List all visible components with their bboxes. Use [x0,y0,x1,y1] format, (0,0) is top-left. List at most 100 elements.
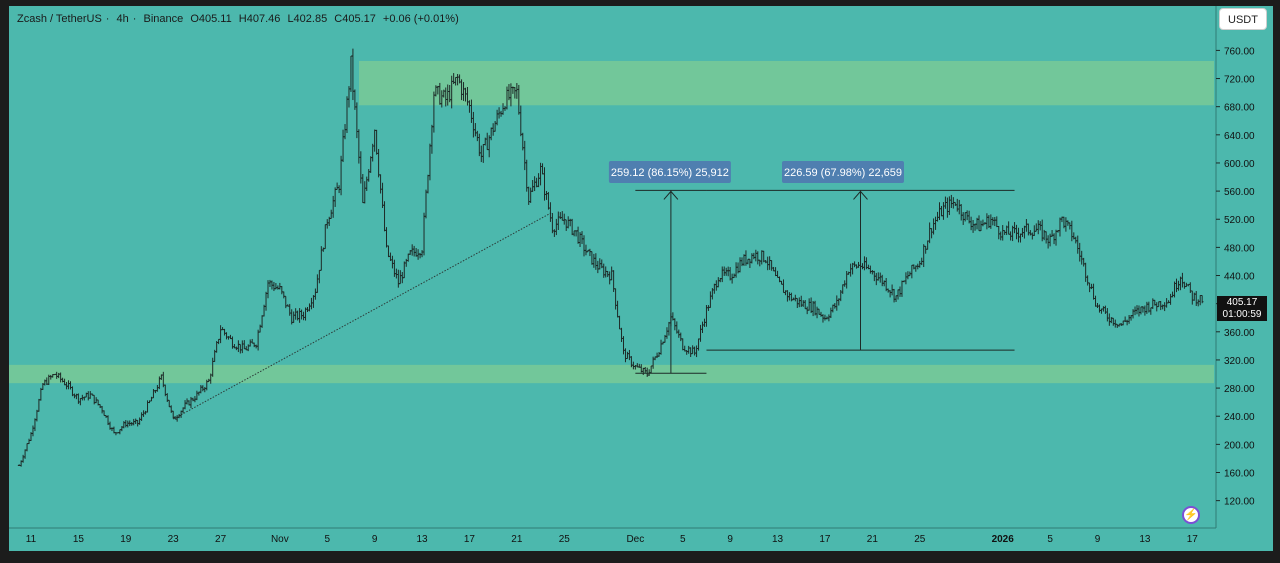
candle[interactable] [896,289,900,300]
candle[interactable] [726,266,730,277]
candle[interactable] [748,258,752,269]
candle[interactable] [851,262,854,275]
candle[interactable] [876,272,880,281]
candle[interactable] [183,400,187,410]
candle[interactable] [1181,272,1184,288]
candle[interactable] [1025,218,1028,232]
candle[interactable] [27,438,31,445]
candle[interactable] [594,253,598,270]
candle[interactable] [31,425,35,437]
candle[interactable] [274,283,278,290]
candle[interactable] [1078,242,1082,262]
candle[interactable] [365,176,369,191]
candle[interactable] [677,329,681,338]
candle[interactable] [1171,291,1174,298]
candle[interactable] [875,272,878,286]
candle[interactable] [549,202,552,222]
candle[interactable] [801,300,805,307]
candle[interactable] [871,270,874,275]
candle[interactable] [381,182,384,208]
candle[interactable] [880,274,884,287]
candle[interactable] [1084,262,1087,282]
zone-1[interactable] [9,364,1214,384]
candle[interactable] [1198,295,1202,306]
candle[interactable] [1001,225,1004,241]
candle[interactable] [316,274,319,293]
candle[interactable] [134,418,137,424]
candle[interactable] [687,345,690,354]
candle[interactable] [918,260,922,268]
candle[interactable] [655,352,659,359]
candle[interactable] [491,123,495,136]
candle[interactable] [963,212,967,222]
lightning-icon[interactable]: ⚡ [1182,506,1200,524]
candle[interactable] [363,181,367,204]
candle[interactable] [503,106,507,111]
candle[interactable] [819,311,823,317]
candle[interactable] [608,271,611,285]
candle[interactable] [288,303,292,316]
candle[interactable] [746,258,750,265]
candle[interactable] [306,306,309,313]
candle[interactable] [268,279,272,288]
candle[interactable] [835,295,839,311]
candle[interactable] [264,291,268,311]
candle[interactable] [628,349,631,361]
candle[interactable] [955,198,959,212]
candle[interactable] [701,321,704,334]
candle[interactable] [1023,225,1026,239]
candle[interactable] [387,245,390,258]
candle[interactable] [572,230,576,237]
candle[interactable] [954,201,957,206]
candle[interactable] [495,109,499,126]
candle[interactable] [566,216,570,229]
candle[interactable] [969,216,973,231]
candle[interactable] [399,270,402,285]
candle[interactable] [169,405,173,413]
candle[interactable] [1007,221,1010,235]
candle[interactable] [977,215,981,232]
candle[interactable] [1096,302,1099,309]
candle[interactable] [553,229,556,237]
candle[interactable] [1175,278,1178,293]
candle[interactable] [681,338,685,351]
candle[interactable] [217,338,220,345]
candle[interactable] [961,212,965,225]
candle[interactable] [717,277,720,288]
candle[interactable] [140,412,143,421]
candle[interactable] [541,163,544,175]
candle[interactable] [610,266,613,281]
candle[interactable] [689,347,692,357]
candle[interactable] [829,307,833,319]
candle[interactable] [788,292,791,301]
candle[interactable] [574,230,578,237]
candle[interactable] [705,305,708,327]
candle[interactable] [1179,276,1182,291]
candle[interactable] [529,187,532,203]
candle[interactable] [138,417,141,425]
candle[interactable] [1177,280,1180,291]
candle[interactable] [1194,291,1198,307]
candle[interactable] [537,173,540,188]
candle[interactable] [892,288,896,303]
candle[interactable] [260,315,264,328]
candle[interactable] [545,190,548,200]
candle[interactable] [693,346,696,356]
candle[interactable] [369,156,372,173]
candle[interactable] [924,245,927,254]
candle[interactable] [894,295,898,302]
candle[interactable] [1029,230,1032,236]
candle[interactable] [1163,302,1166,312]
trendline[interactable] [172,211,553,420]
candle[interactable] [750,253,754,264]
candle[interactable] [950,194,953,209]
candle[interactable] [252,342,256,348]
candle[interactable] [1031,232,1034,240]
candle[interactable] [1054,229,1058,246]
candle[interactable] [827,314,831,322]
candle[interactable] [379,174,382,194]
currency-button[interactable]: USDT [1219,8,1267,30]
candle[interactable] [377,148,380,178]
candle[interactable] [734,262,738,278]
candle[interactable] [1076,235,1080,254]
